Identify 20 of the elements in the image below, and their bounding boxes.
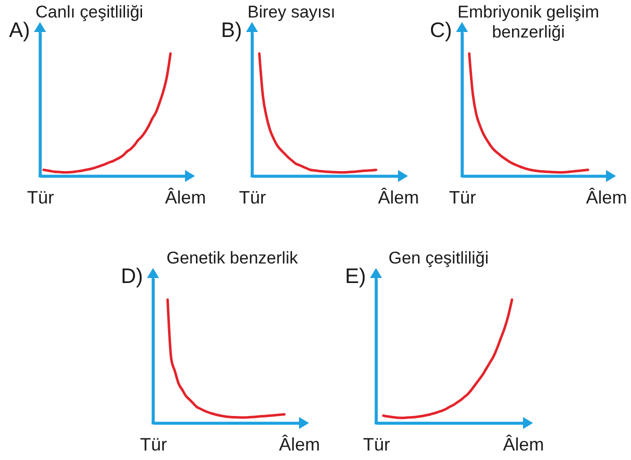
y-axis-title: Embriyonik gelişim benzerliği [458, 2, 600, 42]
chart-title: B) [221, 19, 242, 42]
x-tick-label: Tür [239, 188, 266, 208]
x-tick-label: Tür [363, 434, 390, 454]
y-axis-title: Gen çeşitliliği [388, 248, 489, 268]
chart-title: E) [345, 265, 366, 288]
x-tick-label: Âlem [502, 434, 544, 454]
x-tick-label: Tür [27, 188, 54, 208]
chart-title: A) [9, 19, 30, 42]
x-tick-label: Âlem [164, 188, 206, 208]
x-tick-label: Âlem [278, 434, 320, 454]
x-tick-label: Âlem [378, 188, 420, 208]
x-tick-label: Tür [449, 188, 476, 208]
chart-title: D) [120, 265, 143, 288]
chart-title: C) [430, 19, 452, 42]
x-tick-label: Âlem [586, 188, 628, 208]
y-axis-title: Birey sayısı [248, 2, 336, 22]
y-axis-title: Genetik benzerlik [166, 248, 298, 268]
x-tick-label: Tür [140, 434, 168, 454]
y-axis-title: Canlı çeşitliliği [36, 2, 144, 22]
